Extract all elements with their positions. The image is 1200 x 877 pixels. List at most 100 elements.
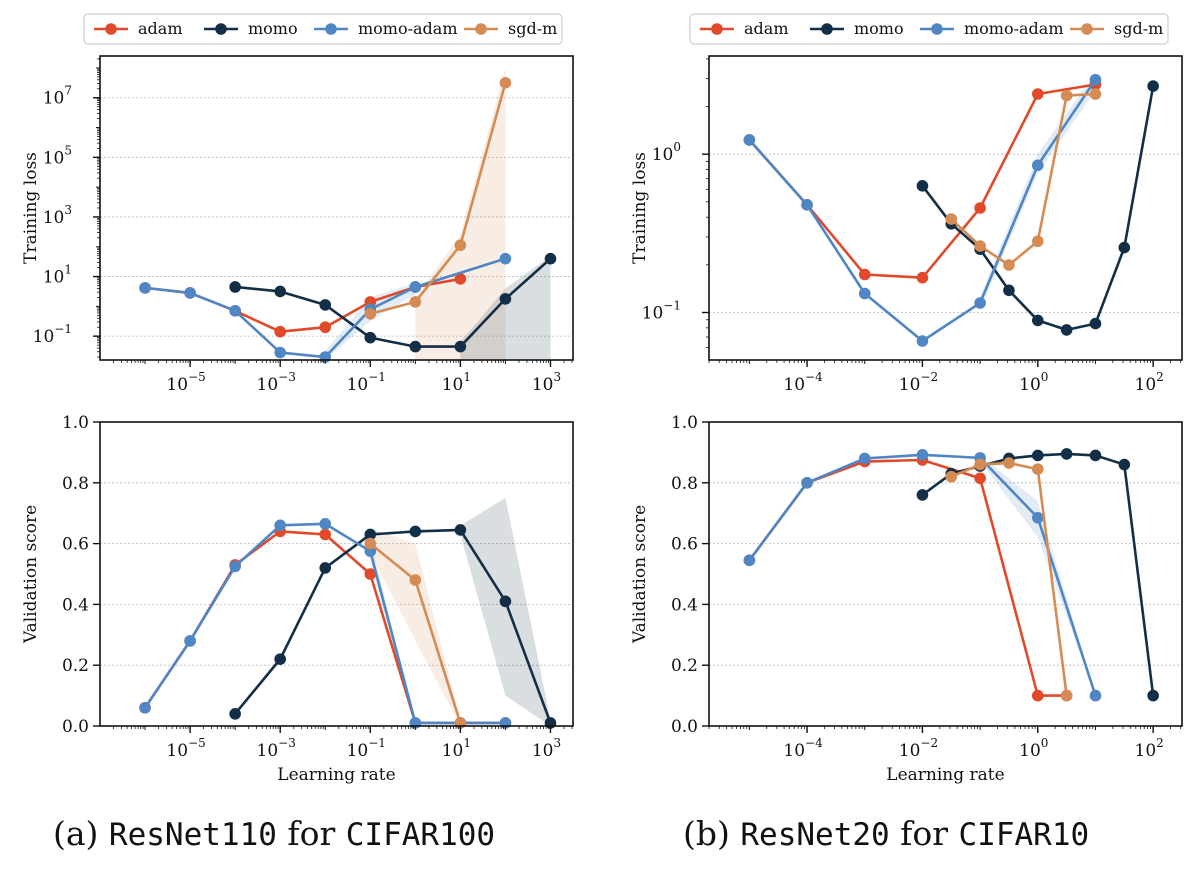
y-tick-exponent: 3 <box>64 203 72 217</box>
x-tick-label: 100 <box>1019 736 1048 761</box>
momo-adam-point <box>1031 511 1044 524</box>
momo-adam-point <box>319 518 332 530</box>
x-tick-label: 10−2 <box>899 736 938 761</box>
momo-point <box>364 528 377 541</box>
adam-point <box>974 202 986 214</box>
caption-b-prefix: (b) <box>683 814 741 853</box>
y-tick-exponent: 0 <box>673 140 681 154</box>
momo-adam-point <box>858 452 871 465</box>
x-tick-label: 10−5 <box>166 736 205 761</box>
sgd-m-legend-marker <box>1081 23 1093 35</box>
y-tick-label: 1.0 <box>671 413 698 433</box>
x-tick-exponent: 2 <box>1156 736 1164 750</box>
momo-adam-point <box>743 134 756 146</box>
y-tick-label: 100 <box>652 140 681 165</box>
x-tick-exponent: −2 <box>920 736 938 750</box>
x-tick-exponent: 1 <box>463 736 471 750</box>
momo-point <box>274 285 286 298</box>
momo-adam-point <box>858 287 871 300</box>
panel-a-training-loss-chart: 10−5 10−3 10−1 101 103 10−1 101 103 105 107 Traini… <box>21 13 574 395</box>
momo-adam-legend-marker <box>325 23 337 35</box>
sgd-m-point <box>1031 463 1044 475</box>
y-tick-label: 0.4 <box>671 595 698 615</box>
momo-point <box>1118 458 1131 471</box>
momo-adam-point <box>743 554 756 567</box>
sgd-m-point <box>1003 457 1015 469</box>
sgd-m-legend-marker <box>475 23 487 35</box>
sgd-m-legend-label: sgd-m <box>1114 19 1163 38</box>
x-tick-exponent: 2 <box>1156 370 1164 384</box>
momo-adam-band <box>980 455 1096 696</box>
y-tick-exponent: 5 <box>64 143 72 157</box>
momo-point <box>916 180 929 192</box>
momo-point <box>916 489 929 501</box>
momo-point <box>409 525 422 538</box>
caption-a-mid: for <box>276 814 346 853</box>
legend: adam momo momo-adam sgd-m <box>83 13 563 45</box>
momo-legend-label: momo <box>854 19 904 38</box>
adam-point <box>364 568 377 580</box>
sgd-m-point <box>409 296 422 308</box>
momo-adam-point <box>499 252 512 265</box>
x-tick-exponent: −5 <box>188 370 206 384</box>
adam-point <box>319 528 332 541</box>
y-tick-exponent: −1 <box>54 322 72 336</box>
x-axis-label: Learning rate <box>277 765 395 785</box>
momo-point <box>1147 689 1159 702</box>
x-tick-label: 10−3 <box>257 736 296 761</box>
momo-legend-marker <box>821 23 833 35</box>
y-tick-label: 0.2 <box>62 656 89 676</box>
y-tick-label: 107 <box>43 84 72 109</box>
momo-point <box>499 293 512 305</box>
momo-point <box>1060 324 1073 336</box>
x-tick-label: 10−1 <box>347 370 386 395</box>
sgd-m-point <box>1031 235 1044 248</box>
momo-adam-point <box>801 199 813 211</box>
adam-point <box>454 273 467 285</box>
momo-band <box>460 498 551 726</box>
x-tick-exponent: −1 <box>368 736 386 750</box>
sgd-m-point <box>409 574 422 586</box>
momo-point <box>544 252 557 265</box>
momo-adam-point <box>184 635 196 647</box>
momo-point <box>229 708 241 720</box>
momo-adam-band <box>980 71 1096 310</box>
axes-frame <box>708 55 1183 361</box>
adam-legend-label: adam <box>138 19 183 38</box>
momo-adam-point <box>139 282 151 294</box>
momo-point <box>1147 80 1159 92</box>
y-tick-label: 0.8 <box>671 474 698 494</box>
caption-b-dataset: CIFAR10 <box>958 817 1090 853</box>
momo-adam-point <box>801 477 813 489</box>
axes-frame <box>708 421 1183 727</box>
x-tick-label: 103 <box>532 370 561 395</box>
momo-point <box>1003 284 1015 297</box>
x-tick-label: 101 <box>442 370 471 395</box>
y-tick-label: 105 <box>43 143 72 168</box>
axes-frame <box>99 421 574 727</box>
x-tick-exponent: −4 <box>805 736 823 750</box>
x-axis-label: Learning rate <box>886 765 1004 785</box>
momo-point <box>454 340 467 353</box>
sgd-m-line <box>369 82 507 316</box>
momo-adam-point <box>274 346 286 359</box>
sgd-m-band <box>415 67 506 360</box>
x-tick-label: 101 <box>442 736 471 761</box>
adam-legend-label: adam <box>744 19 789 38</box>
y-tick-label: 0.6 <box>62 535 89 555</box>
momo-line <box>921 452 1155 696</box>
caption-a-prefix: (a) <box>53 814 109 853</box>
x-tick-exponent: −3 <box>278 370 296 384</box>
momo-point <box>1089 449 1102 462</box>
momo-legend-label: momo <box>248 19 298 38</box>
y-tick-label: 10−1 <box>642 299 681 324</box>
x-tick-exponent: −2 <box>920 370 938 384</box>
momo-adam-point <box>916 335 929 347</box>
momo-band <box>460 255 551 360</box>
x-tick-exponent: 0 <box>1041 736 1049 750</box>
y-tick-exponent: 7 <box>64 84 72 98</box>
adam-legend-marker <box>105 23 117 35</box>
momo-legend-marker <box>215 23 227 35</box>
